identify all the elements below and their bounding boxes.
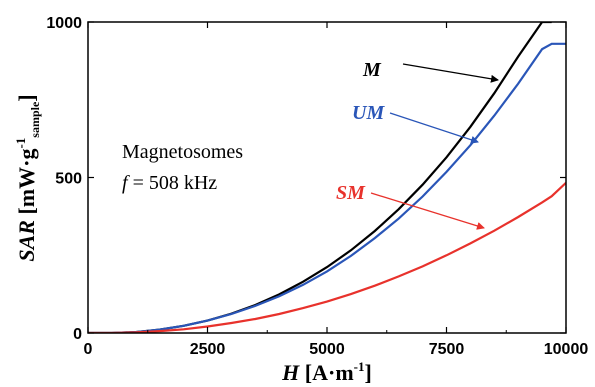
series-label-sm: SM xyxy=(336,182,366,204)
y-axis-units-end: ] xyxy=(14,94,39,101)
series-arrow-m xyxy=(402,63,499,83)
x-axis-units: [A·m xyxy=(299,360,353,385)
x-tick-label: 2500 xyxy=(190,341,226,358)
axes: 0 2500 5000 7500 10000 0 500 1000 xyxy=(46,15,588,358)
plot-area xyxy=(88,22,566,333)
series-line-sm xyxy=(88,181,566,333)
annotation-line-1: Magnetosomes xyxy=(122,141,243,163)
series-label-um: UM xyxy=(352,102,385,124)
x-tick-label: 7500 xyxy=(429,341,465,358)
x-tick-label: 10000 xyxy=(544,341,589,358)
x-axis-units-sup: -1 xyxy=(354,359,365,374)
x-axis-title: H [A·m-1] xyxy=(281,359,372,385)
chart-labels: H [A·m-1]SAR [mW·g-1sample]Magnetosomesf… xyxy=(13,59,499,385)
x-axis-var: H xyxy=(281,360,300,385)
annotation-freq-var: f xyxy=(122,172,130,194)
y-tick-label: 1000 xyxy=(46,15,82,32)
series-arrow-um xyxy=(389,112,479,144)
annotation-freq-value: = 508 kHz xyxy=(128,172,218,194)
y-tick-label: 500 xyxy=(55,171,82,188)
annotation-line-2: f = 508 kHz xyxy=(122,172,217,194)
y-axis-units-sup: -1 xyxy=(13,138,28,149)
series-line-um xyxy=(88,42,566,333)
y-axis-title: SAR [mW·g-1sample] xyxy=(13,94,42,261)
series-arrow-sm xyxy=(370,192,485,230)
y-tick-label: 0 xyxy=(73,326,82,343)
x-tick-label: 0 xyxy=(84,341,93,358)
y-axis-var: SAR xyxy=(14,220,39,262)
y-axis-units-sub: sample xyxy=(28,101,42,138)
x-tick-label: 5000 xyxy=(309,341,345,358)
series-label-m: M xyxy=(362,59,382,81)
y-axis-units: [mW·g xyxy=(14,149,39,221)
x-axis-units-end: ] xyxy=(365,360,372,385)
